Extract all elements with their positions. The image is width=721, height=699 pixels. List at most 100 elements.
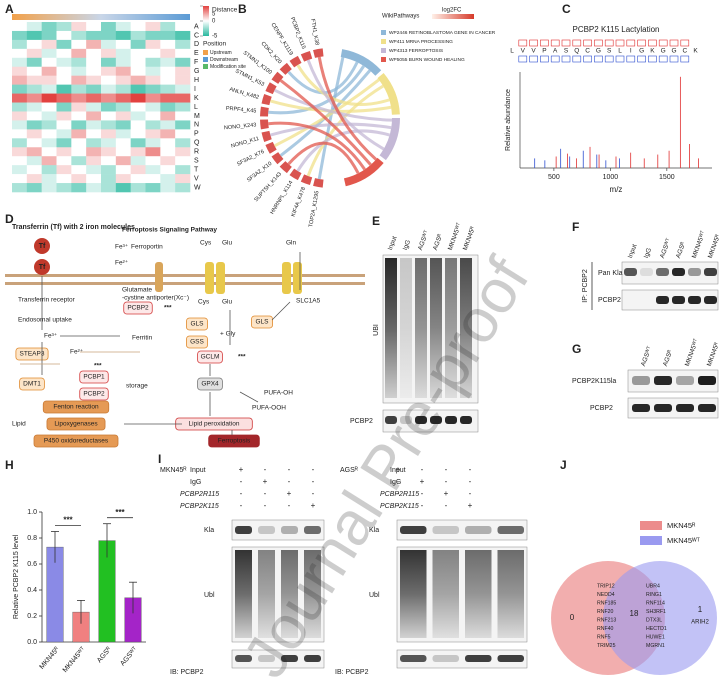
heat-cell xyxy=(86,129,102,139)
venn-gene: RNF5 xyxy=(597,634,611,640)
heat-cell xyxy=(12,30,28,41)
site-label: NONO_K11 xyxy=(230,136,259,150)
node-label: DMT1 xyxy=(23,381,41,388)
blot-band xyxy=(632,376,650,385)
scale-title: log2FC xyxy=(442,8,462,14)
row-label: D xyxy=(194,41,199,48)
node-label: Endosomal uptake xyxy=(18,317,72,324)
ion-box xyxy=(518,39,528,47)
heat-cell xyxy=(56,39,72,50)
blot-band xyxy=(656,296,669,304)
blot-smear xyxy=(497,550,524,638)
node-box xyxy=(46,417,106,431)
blot-band xyxy=(415,416,427,424)
y-tick-label: 0.4 xyxy=(27,587,37,594)
blot-band xyxy=(432,655,459,662)
heat-cell xyxy=(26,174,42,184)
heat-cell xyxy=(12,93,28,103)
tf-icon xyxy=(34,259,50,275)
lane-label: Input xyxy=(627,243,639,259)
heat-cell xyxy=(56,129,72,139)
venn-gene: TRIM25 xyxy=(597,643,616,649)
heat-cell xyxy=(145,84,161,94)
node-label: -cystine antiporter(Xc⁻) xyxy=(122,295,189,302)
row-label: P xyxy=(194,131,199,138)
sign: - xyxy=(397,477,400,486)
heat-cell xyxy=(115,93,131,103)
heat-cell xyxy=(26,93,42,103)
heat-cell xyxy=(26,75,42,85)
heat-cell xyxy=(71,75,87,85)
venn-gene: SH3RF1 xyxy=(646,609,666,615)
sequence-letter: L xyxy=(510,48,514,55)
node-label: Transferrin receptor xyxy=(18,297,76,304)
site-arc xyxy=(313,178,324,188)
heat-cell xyxy=(145,183,161,193)
colorbar-title: Distance xyxy=(212,7,238,14)
site-arc xyxy=(313,48,324,58)
heat-cell xyxy=(101,111,117,121)
arrow xyxy=(239,391,259,403)
heat-cell xyxy=(101,129,117,139)
heat-cell xyxy=(175,129,191,139)
heat-cell xyxy=(26,129,42,139)
panel-label: A xyxy=(5,2,14,16)
blot-band xyxy=(654,404,672,412)
sign: + xyxy=(239,465,244,474)
lane-label: IgG xyxy=(643,247,653,259)
sign: - xyxy=(264,501,267,510)
panel-label: C xyxy=(562,2,571,16)
heat-cell xyxy=(86,111,102,121)
sign: - xyxy=(469,489,472,498)
ion-box xyxy=(626,39,636,47)
node-label: Ferroptosis Signaling Pathway xyxy=(122,227,217,234)
legend-swatch xyxy=(381,57,386,62)
sequence-letter: V xyxy=(521,48,526,55)
venn-gene: ARIH2 xyxy=(691,620,709,626)
sign: + xyxy=(444,489,449,498)
venn-gene: RING1 xyxy=(646,592,662,598)
blot-band xyxy=(281,526,298,534)
sequence-letter: G xyxy=(661,48,666,55)
venn-gene: RNF114 xyxy=(646,600,665,606)
sequence-letter: C xyxy=(585,48,590,55)
heat-cell xyxy=(12,156,28,166)
legend-swatch xyxy=(640,536,662,545)
heat-cell xyxy=(71,30,87,41)
heat-cell xyxy=(56,57,72,68)
heat-cell xyxy=(101,102,117,112)
panel-label: H xyxy=(5,458,14,472)
site-arc xyxy=(300,174,313,186)
node-label: SLC1A5 xyxy=(296,298,321,305)
sign: - xyxy=(240,477,243,486)
membrane xyxy=(5,262,365,294)
heat-cell xyxy=(175,165,191,175)
venn-gene: RNF20 xyxy=(597,609,614,615)
chord xyxy=(273,78,380,148)
heat-cell xyxy=(56,66,72,76)
venn-count: 0 xyxy=(570,613,575,622)
row-label: R xyxy=(194,149,199,156)
heat-cell xyxy=(41,102,57,112)
heat-cell xyxy=(130,30,146,41)
site-arc xyxy=(260,106,269,117)
row-label: T xyxy=(194,166,199,173)
heat-cell xyxy=(71,174,87,184)
heat-cell xyxy=(160,156,176,166)
x-tick-label: 500 xyxy=(548,174,560,181)
lane-label: MKN45ᴿ xyxy=(707,234,721,260)
heat-cell xyxy=(86,165,102,175)
blot-smear xyxy=(430,258,442,398)
heat-cell xyxy=(115,102,131,112)
heat-cell xyxy=(145,75,161,85)
heat-cell xyxy=(26,30,42,41)
lane-label: MKN45ᵂᵀ xyxy=(691,230,707,259)
heat-cell xyxy=(71,138,87,148)
heat-cell xyxy=(86,120,102,130)
blot-band xyxy=(304,526,321,534)
heat-cell xyxy=(130,156,146,166)
heat-cell xyxy=(71,165,87,175)
node-label: *** xyxy=(164,305,172,312)
heat-cell xyxy=(130,39,146,50)
blot-band xyxy=(497,655,524,662)
